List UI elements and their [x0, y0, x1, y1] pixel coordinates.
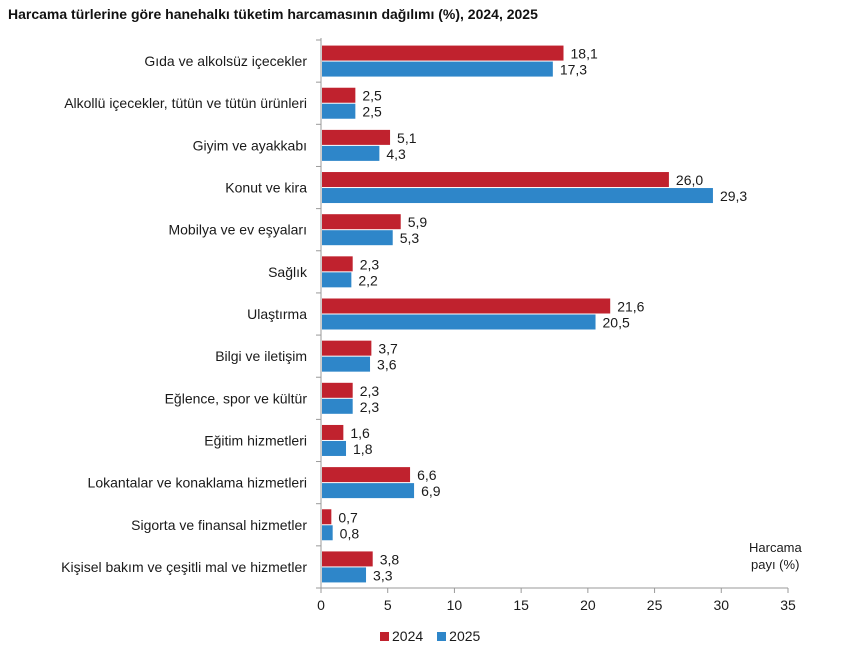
- data-label: 3,7: [378, 341, 398, 357]
- data-label: 20,5: [603, 315, 630, 331]
- data-label: 5,1: [397, 130, 417, 146]
- data-label: 2,5: [362, 88, 382, 104]
- category-label: Bilgi ve iletişim: [215, 348, 307, 364]
- category-label: Ulaştırma: [247, 306, 307, 322]
- bar-2025: [322, 567, 367, 583]
- bar-2025: [322, 103, 356, 119]
- category-label: Konut ve kira: [225, 180, 307, 196]
- legend-swatch-2024: [380, 631, 389, 641]
- bar-2025: [322, 61, 553, 77]
- bar-2025: [322, 483, 415, 499]
- category-label: Giyim ve ayakkabı: [193, 137, 307, 153]
- x-tick-label: 15: [513, 597, 529, 613]
- category-label: Eğlence, spor ve kültür: [165, 390, 308, 406]
- data-label: 3,3: [373, 567, 393, 583]
- data-label: 0,7: [338, 509, 358, 525]
- legend-item-2025: 2025: [437, 628, 480, 644]
- bar-2024: [322, 298, 611, 314]
- x-axis-title-line2: payı (%): [751, 557, 799, 572]
- bar-2024: [322, 382, 353, 398]
- x-tick-label: 20: [580, 597, 596, 613]
- bar-2024: [322, 172, 669, 188]
- bar-2025: [322, 356, 371, 372]
- category-label: Sağlık: [268, 264, 308, 280]
- data-label: 1,6: [350, 425, 370, 441]
- category-label: Kişisel bakım ve çeşitli mal ve hizmetle…: [61, 559, 307, 575]
- bar-2024: [322, 340, 372, 356]
- bar-2024: [322, 129, 391, 145]
- category-label: Sigorta ve finansal hizmetler: [131, 517, 307, 533]
- bar-2025: [322, 230, 393, 246]
- bar-2025: [322, 145, 380, 161]
- data-label: 26,0: [676, 172, 703, 188]
- x-tick-label: 10: [447, 597, 463, 613]
- data-label: 5,9: [408, 214, 428, 230]
- data-label: 6,6: [417, 467, 437, 483]
- bar-2025: [322, 314, 596, 330]
- data-label: 1,8: [353, 441, 373, 457]
- bar-2024: [322, 45, 564, 61]
- bar-2024: [322, 551, 373, 567]
- data-label: 4,3: [386, 146, 406, 162]
- data-label: 2,5: [362, 104, 382, 120]
- bar-2024: [322, 424, 344, 440]
- bar-2024: [322, 509, 332, 525]
- bar-2024: [322, 87, 356, 103]
- data-label: 2,2: [358, 272, 378, 288]
- data-label: 2,3: [360, 399, 380, 415]
- legend-label-2024: 2024: [392, 628, 424, 644]
- data-label: 18,1: [571, 46, 598, 62]
- bar-2024: [322, 467, 411, 483]
- legend: 2024 2025: [380, 628, 480, 644]
- category-label: Eğitim hizmetleri: [204, 432, 307, 448]
- x-axis-title-line1: Harcama: [749, 540, 803, 555]
- data-label: 21,6: [617, 299, 644, 315]
- category-label: Lokantalar ve konaklama hizmetleri: [88, 475, 307, 491]
- data-label: 5,3: [400, 230, 420, 246]
- data-label: 3,8: [380, 551, 400, 567]
- data-label: 0,8: [340, 525, 360, 541]
- legend-swatch-2025: [437, 631, 447, 641]
- bar-2025: [322, 272, 352, 288]
- category-label: Gıda ve alkolsüz içecekler: [144, 53, 307, 69]
- data-label: 2,3: [360, 383, 380, 399]
- x-tick-label: 0: [317, 597, 325, 613]
- data-label: 3,6: [377, 357, 397, 373]
- data-label: 29,3: [720, 188, 747, 204]
- legend-item-2024: 2024: [380, 628, 423, 644]
- legend-label-2025: 2025: [449, 628, 481, 644]
- bar-2025: [322, 188, 713, 204]
- category-label: Mobilya ve ev eşyaları: [168, 222, 307, 238]
- bar-2024: [322, 214, 401, 230]
- data-label: 6,9: [421, 483, 441, 499]
- bar-2025: [322, 398, 353, 414]
- data-label: 17,3: [560, 62, 587, 78]
- x-tick-label: 30: [713, 597, 729, 613]
- x-tick-label: 25: [647, 597, 663, 613]
- data-label: 2,3: [360, 256, 380, 272]
- bar-2025: [322, 525, 333, 541]
- x-tick-label: 35: [780, 597, 796, 613]
- bar-2024: [322, 256, 353, 272]
- x-tick-label: 5: [384, 597, 392, 613]
- chart-title: Harcama türlerine göre hanehalkı tüketim…: [8, 6, 538, 22]
- category-label: Alkollü içecekler, tütün ve tütün ürünle…: [64, 95, 307, 111]
- bar-2025: [322, 440, 347, 456]
